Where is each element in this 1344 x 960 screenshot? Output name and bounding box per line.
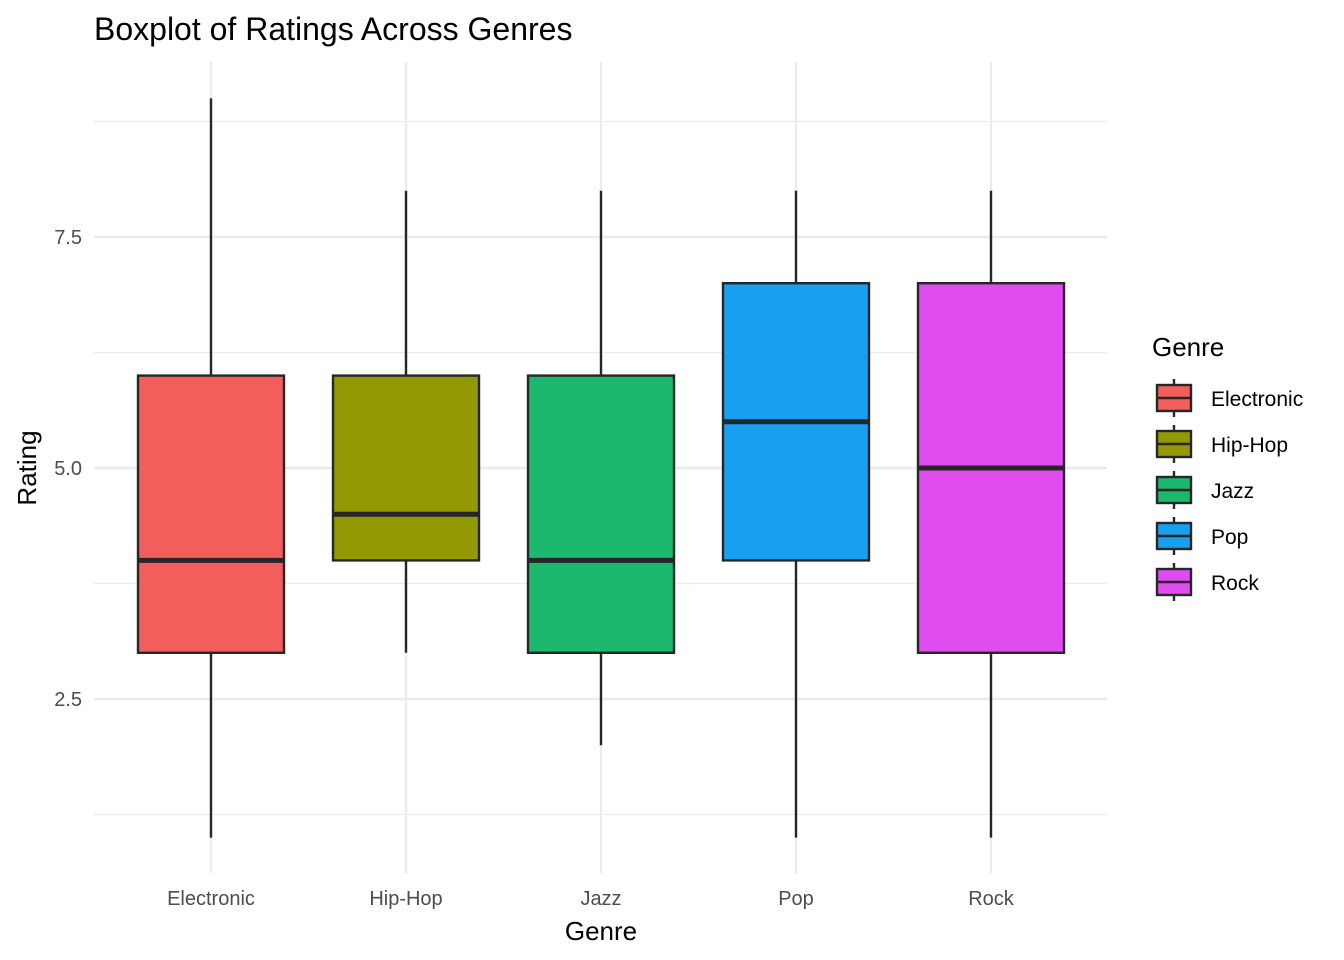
x-axis-title: Genre (565, 916, 637, 946)
y-axis-tick-labels: 2.5 5.0 7.5 (54, 227, 82, 711)
legend-label: Pop (1211, 526, 1248, 549)
legend-title: Genre (1152, 332, 1224, 362)
x-axis-tick-labels: Electronic Hip-Hop Jazz Pop Rock (167, 888, 1015, 910)
x-tick-label: Electronic (167, 888, 255, 910)
legend-item-hip-hop: Hip-Hop (1155, 425, 1288, 463)
legend: Genre Electronic Hip-Hop Jazz Pop Rock (1152, 332, 1303, 601)
box-hip-hop (331, 190, 481, 653)
box-electronic (136, 98, 286, 838)
iqr-box (526, 374, 676, 655)
legend-item-electronic: Electronic (1155, 379, 1303, 417)
box-pop (721, 190, 871, 838)
iqr-box (136, 374, 286, 655)
x-tick-label: Rock (968, 888, 1015, 910)
x-tick-label: Jazz (580, 888, 621, 910)
legend-label: Jazz (1211, 480, 1254, 503)
box-series (136, 98, 1066, 838)
y-tick-label: 5.0 (54, 458, 82, 480)
box-jazz (526, 190, 676, 746)
legend-item-pop: Pop (1155, 517, 1248, 555)
x-tick-label: Hip-Hop (369, 888, 442, 910)
legend-label: Rock (1211, 572, 1259, 595)
chart-title: Boxplot of Ratings Across Genres (94, 11, 572, 47)
legend-item-rock: Rock (1155, 563, 1259, 601)
legend-label: Electronic (1211, 388, 1303, 411)
iqr-box (331, 374, 481, 562)
legend-label: Hip-Hop (1211, 434, 1288, 457)
y-tick-label: 2.5 (54, 689, 82, 711)
y-tick-label: 7.5 (54, 227, 82, 249)
y-axis-title: Rating (12, 430, 42, 505)
x-tick-label: Pop (778, 888, 814, 910)
legend-item-jazz: Jazz (1155, 471, 1254, 509)
box-rock (916, 190, 1066, 838)
